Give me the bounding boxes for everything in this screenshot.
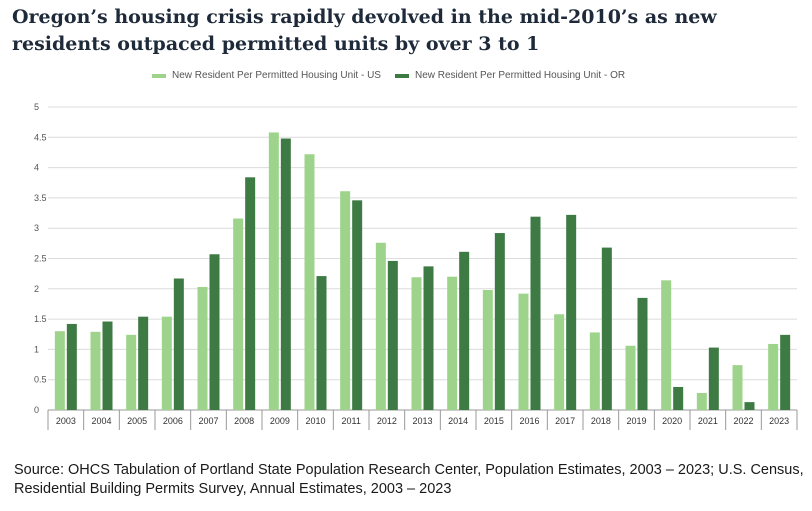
bar-or — [673, 386, 684, 410]
legend-label-us: New Resident Per Permitted Housing Unit … — [172, 70, 381, 81]
chart-title: Oregon’s housing crisis rapidly devolved… — [12, 6, 717, 55]
x-tick-label: 2022 — [733, 416, 753, 426]
bar-or — [209, 254, 220, 410]
x-tick-label: 2010 — [305, 416, 325, 426]
x-tick-label: 2023 — [769, 416, 789, 426]
x-tick-label: 2018 — [591, 416, 611, 426]
bar-us — [90, 331, 101, 410]
bar-us — [625, 345, 636, 410]
bar-us — [411, 277, 422, 410]
x-tick-label: 2004 — [91, 416, 111, 426]
y-tick-label: 0.5 — [34, 375, 47, 385]
y-tick-label: 1.5 — [34, 314, 47, 324]
x-tick-label: 2009 — [270, 416, 290, 426]
bar-us — [304, 154, 315, 410]
bar-or — [601, 247, 612, 410]
y-tick-label: 4 — [34, 163, 39, 173]
x-tick-label: 2019 — [626, 416, 646, 426]
y-tick-label: 3 — [34, 223, 39, 233]
bar-us — [589, 332, 600, 410]
y-tick-label: 0 — [34, 405, 39, 415]
bar-or — [173, 278, 184, 410]
bar-us — [447, 276, 458, 410]
bar-us — [554, 314, 565, 410]
bar-us — [518, 293, 529, 410]
bar-or — [494, 233, 505, 410]
bar-us — [768, 343, 779, 410]
x-tick-label: 2013 — [412, 416, 432, 426]
bar-us — [126, 334, 137, 410]
legend-swatch-or — [394, 73, 409, 78]
bar-us — [696, 393, 707, 410]
x-tick-label: 2017 — [555, 416, 575, 426]
bar-us — [732, 365, 743, 410]
bar-us — [268, 132, 279, 410]
y-tick-label: 3.5 — [34, 193, 47, 203]
bar-us — [661, 280, 672, 410]
bar-or — [530, 216, 541, 410]
x-tick-label: 2016 — [519, 416, 539, 426]
x-tick-label: 2007 — [198, 416, 218, 426]
chart-legend: New Resident Per Permitted Housing Unit … — [152, 70, 639, 81]
legend-item-or: New Resident Per Permitted Housing Unit … — [394, 70, 626, 81]
bar-or — [316, 276, 327, 410]
x-tick-label: 2021 — [698, 416, 718, 426]
y-tick-label: 2 — [34, 284, 39, 294]
bar-or — [102, 321, 113, 410]
x-tick-label: 2014 — [448, 416, 468, 426]
x-tick-label: 2003 — [56, 416, 76, 426]
bar-or — [66, 323, 77, 410]
y-tick-label: 4.5 — [34, 132, 47, 142]
bar-us — [340, 191, 351, 410]
bar-or — [387, 260, 398, 410]
y-tick-label: 5 — [34, 102, 39, 112]
bar-or — [459, 251, 470, 410]
x-tick-label: 2006 — [163, 416, 183, 426]
bar-or — [566, 214, 577, 410]
bar-us — [482, 290, 493, 410]
y-tick-label: 1 — [34, 344, 39, 354]
bar-us — [54, 331, 65, 410]
legend-item-us: New Resident Per Permitted Housing Unit … — [152, 70, 381, 81]
bar-or — [352, 200, 363, 410]
bar-or — [138, 316, 149, 410]
source-note: Source: OHCS Tabulation of Portland Stat… — [14, 462, 804, 497]
x-tick-label: 2005 — [127, 416, 147, 426]
y-tick-label: 2.5 — [34, 254, 47, 264]
x-tick-label: 2020 — [662, 416, 682, 426]
x-tick-label: 2011 — [341, 416, 360, 426]
bar-us — [233, 218, 244, 410]
bar-or — [245, 177, 256, 410]
bar-or — [423, 266, 434, 410]
x-tick-label: 2015 — [484, 416, 504, 426]
x-tick-label: 2012 — [377, 416, 397, 426]
bar-us — [197, 286, 208, 410]
legend-swatch-us — [152, 73, 166, 78]
bar-or — [708, 347, 719, 410]
bar-us — [375, 242, 386, 410]
x-tick-label: 2008 — [234, 416, 254, 426]
bar-or — [780, 334, 791, 410]
bar-or — [744, 402, 755, 410]
bar-or — [637, 297, 648, 410]
bar-or — [280, 138, 291, 410]
bar-us — [161, 316, 172, 410]
legend-label-or: New Resident Per Permitted Housing Unit … — [414, 70, 626, 81]
